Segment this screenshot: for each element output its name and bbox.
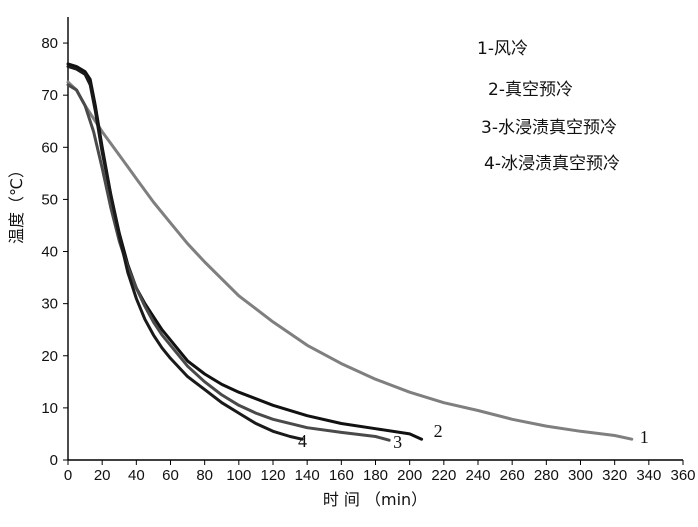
- axes: 0204060801001201401601802002202402602803…: [41, 17, 695, 484]
- y-tick-label: 70: [41, 87, 58, 104]
- legend-entry-1: 1-风冷: [477, 39, 528, 59]
- x-tick-label: 20: [94, 467, 111, 484]
- y-tick-label: 30: [41, 296, 58, 313]
- curve-label-1: 1: [640, 427, 649, 447]
- x-tick-label: 60: [162, 467, 179, 484]
- legend: 1-风冷 2-真空预冷 3-水浸渍真空预冷 4-冰浸渍真空预冷: [477, 39, 620, 174]
- x-tick-label: 240: [465, 467, 490, 484]
- x-tick-label: 180: [363, 467, 388, 484]
- y-tick-label: 60: [41, 139, 58, 156]
- legend-entry-3: 3-水浸渍真空预冷: [481, 118, 617, 138]
- curve-label-2: 2: [434, 421, 443, 441]
- x-tick-label: 280: [534, 467, 559, 484]
- curve-label-4: 4: [298, 431, 307, 451]
- x-tick-label: 100: [226, 467, 251, 484]
- y-tick-label: 80: [41, 35, 58, 52]
- y-tick-label: 20: [41, 348, 58, 365]
- x-tick-label: 300: [568, 467, 593, 484]
- y-tick-label: 0: [50, 452, 58, 469]
- y-axis-title: 温度（℃）: [7, 162, 26, 244]
- x-tick-label: 340: [636, 467, 661, 484]
- x-ticks: 0 20 40 60 80 100 120 140 160 180 200 220 240 260 280 3…: [64, 460, 696, 484]
- x-tick-label: 0: [64, 467, 72, 484]
- x-tick-label: 220: [431, 467, 456, 484]
- curve-label-3: 3: [393, 432, 402, 452]
- y-tick-label: 50: [41, 191, 58, 208]
- y-tick-label: 10: [41, 400, 58, 417]
- legend-entry-2: 2-真空预冷: [488, 80, 573, 100]
- x-tick-label: 120: [260, 467, 285, 484]
- y-ticks: 0 10 20 30 40 50 60 70 80: [41, 35, 68, 469]
- series-line-2: [68, 64, 422, 439]
- legend-entry-4: 4-冰浸渍真空预冷: [484, 154, 620, 174]
- x-tick-label: 160: [329, 467, 354, 484]
- x-axis-title: 时 间 （min）: [323, 490, 427, 509]
- x-tick-label: 200: [397, 467, 422, 484]
- x-tick-label: 140: [295, 467, 320, 484]
- y-tick-label: 40: [41, 244, 58, 261]
- series-line-4: [68, 67, 302, 440]
- x-tick-label: 260: [500, 467, 525, 484]
- x-tick-label: 360: [670, 467, 695, 484]
- x-tick-label: 320: [602, 467, 627, 484]
- x-tick-label: 80: [196, 467, 213, 484]
- x-tick-label: 40: [128, 467, 145, 484]
